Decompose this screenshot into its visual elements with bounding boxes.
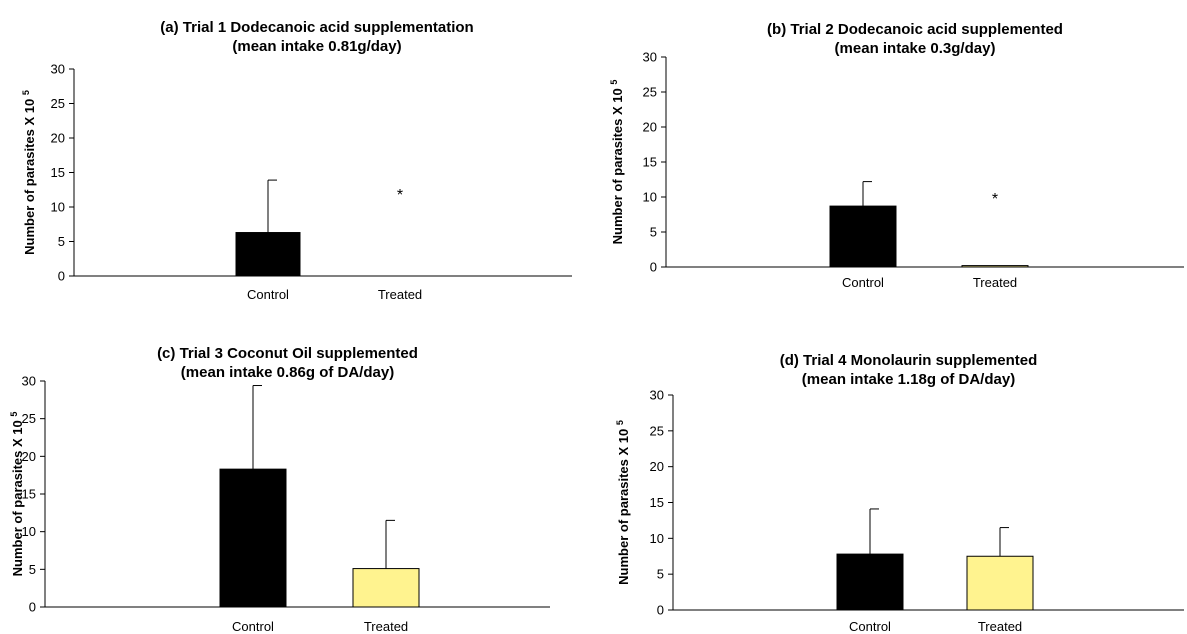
significance-marker: * xyxy=(397,187,403,204)
y-tick-label: 15 xyxy=(51,165,65,180)
chart-title: (c) Trial 3 Coconut Oil supplemented xyxy=(157,345,418,362)
y-axis-label-exponent: 5 xyxy=(21,90,31,95)
y-tick-label: 30 xyxy=(643,50,657,65)
y-tick-label: 25 xyxy=(650,423,664,438)
chart-title: (d) Trial 4 Monolaurin supplemented xyxy=(780,352,1038,369)
y-tick-label: 5 xyxy=(650,225,657,240)
y-axis-label: Number of parasites X 10 5 xyxy=(9,412,25,577)
chart-panel-2: (b) Trial 2 Dodecanoic acid supplemented… xyxy=(609,21,1184,290)
x-category-label: Treated xyxy=(978,619,1022,634)
chart-title: (a) Trial 1 Dodecanoic acid supplementat… xyxy=(160,19,473,36)
y-tick-label: 10 xyxy=(643,190,657,205)
y-axis-label: Number of parasites X 10 5 xyxy=(615,420,631,585)
y-tick-label: 20 xyxy=(643,120,657,135)
x-category-label: Treated xyxy=(364,619,408,634)
chart-subtitle: (mean intake 1.18g of DA/day) xyxy=(802,371,1015,388)
y-tick-label: 30 xyxy=(51,62,65,77)
y-axis-label: Number of parasites X 10 5 xyxy=(21,90,37,255)
bar-control xyxy=(829,205,897,268)
chart-panel-3: (c) Trial 3 Coconut Oil supplemented (mea… xyxy=(9,345,550,634)
y-tick-label: 20 xyxy=(650,459,664,474)
y-axis-label-exponent: 5 xyxy=(9,412,19,417)
y-tick-label: 15 xyxy=(643,155,657,170)
y-tick-label: 25 xyxy=(51,96,65,111)
y-tick-label: 15 xyxy=(22,487,36,502)
y-tick-label: 10 xyxy=(650,531,664,546)
significance-marker: * xyxy=(992,191,998,208)
y-tick-label: 0 xyxy=(657,603,664,618)
x-category-label: Control xyxy=(842,275,884,290)
y-tick-label: 15 xyxy=(650,495,664,510)
bar-control xyxy=(836,553,904,611)
bar-treated xyxy=(966,555,1034,611)
y-tick-label: 25 xyxy=(643,85,657,100)
chart-subtitle: (mean intake 0.86g of DA/day) xyxy=(181,364,394,381)
chart-subtitle: (mean intake 0.81g/day) xyxy=(232,38,401,55)
bar-treated xyxy=(961,265,1029,268)
y-tick-label: 10 xyxy=(22,524,36,539)
y-tick-label: 0 xyxy=(29,600,36,615)
y-tick-label: 30 xyxy=(650,388,664,403)
y-tick-label: 30 xyxy=(22,374,36,389)
y-tick-label: 5 xyxy=(58,234,65,249)
y-tick-label: 5 xyxy=(29,562,36,577)
x-category-label: Treated xyxy=(378,287,422,302)
y-axis-label: Number of parasites X 10 5 xyxy=(609,80,625,245)
chart-title: (b) Trial 2 Dodecanoic acid supplemented xyxy=(767,21,1063,38)
x-category-label: Treated xyxy=(973,275,1017,290)
chart-subtitle: (mean intake 0.3g/day) xyxy=(835,40,996,57)
y-tick-label: 10 xyxy=(51,200,65,215)
bar-treated xyxy=(352,568,420,608)
x-category-label: Control xyxy=(232,619,274,634)
y-tick-label: 20 xyxy=(22,449,36,464)
x-category-label: Control xyxy=(849,619,891,634)
y-tick-label: 5 xyxy=(657,567,664,582)
y-tick-label: 25 xyxy=(22,411,36,426)
y-tick-label: 20 xyxy=(51,131,65,146)
y-tick-label: 0 xyxy=(58,269,65,284)
x-category-label: Control xyxy=(247,287,289,302)
chart-panel-1: (a) Trial 1 Dodecanoic acid supplementat… xyxy=(21,19,572,302)
y-axis-label-exponent: 5 xyxy=(615,420,625,425)
bar-control xyxy=(235,232,301,277)
y-axis-label-exponent: 5 xyxy=(609,80,619,85)
bar-control xyxy=(219,468,287,608)
y-tick-label: 0 xyxy=(650,260,657,275)
chart-panel-4: (d) Trial 4 Monolaurin supplemented (mean… xyxy=(615,352,1184,634)
